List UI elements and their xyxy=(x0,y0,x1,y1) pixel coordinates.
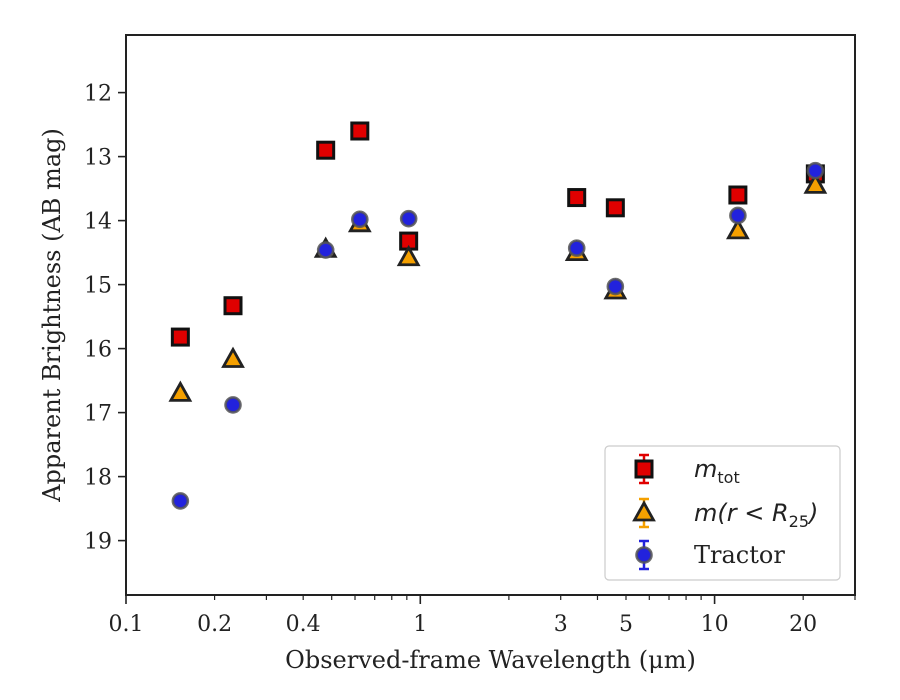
data-point xyxy=(223,296,243,316)
data-point xyxy=(224,396,242,414)
data-point xyxy=(399,209,418,228)
data-point xyxy=(806,161,825,180)
y-axis-label: Apparent Brightness (AB mag) xyxy=(38,128,66,503)
plot-frame xyxy=(125,34,856,596)
data-point xyxy=(168,380,193,402)
x-tick-label: 3 xyxy=(554,612,568,637)
x-tick-label: 5 xyxy=(619,612,633,637)
x-tick-label: 20 xyxy=(789,612,817,637)
plot-area xyxy=(168,121,828,510)
data-point xyxy=(567,239,586,257)
y-tick-label: 12 xyxy=(84,82,112,107)
data-point xyxy=(316,140,336,160)
x-tick-label: 0.4 xyxy=(286,612,321,637)
y-tick-label: 14 xyxy=(84,210,112,235)
series-circle xyxy=(171,161,825,510)
series-square xyxy=(170,121,825,347)
x-tick-label: 0.1 xyxy=(109,612,144,637)
data-point xyxy=(605,198,625,218)
y-tick-label: 17 xyxy=(84,402,112,427)
series-triangle xyxy=(168,172,828,402)
legend-box xyxy=(604,445,841,581)
data-point xyxy=(350,121,370,141)
data-point xyxy=(728,185,748,205)
legend-marker xyxy=(632,500,656,522)
legend-label: mtot xyxy=(694,455,740,487)
data-point xyxy=(729,206,747,225)
data-point xyxy=(567,188,587,208)
y-tick-label: 15 xyxy=(84,274,112,299)
data-point xyxy=(803,172,828,194)
x-tick-label: 0.2 xyxy=(197,612,232,637)
data-point xyxy=(171,492,190,510)
legend-label: Tractor xyxy=(694,541,785,569)
data-point xyxy=(351,210,369,229)
data-point xyxy=(170,327,190,347)
x-tick-label: 1 xyxy=(413,612,427,637)
x-axis-label: Observed-frame Wavelength (μm) xyxy=(285,646,696,674)
x-tick-label: 10 xyxy=(701,612,729,637)
data-point xyxy=(221,346,245,368)
y-axis: 12 13 14 15 16 17 18 19 xyxy=(84,82,126,555)
data-point xyxy=(316,241,335,259)
y-tick-label: 13 xyxy=(84,146,112,171)
y-tick-label: 18 xyxy=(84,466,112,491)
data-point xyxy=(726,217,750,240)
legend-label: m(r < R25) xyxy=(694,499,818,531)
x-axis: 0.1 0.2 0.4 1 3 5 10 20 xyxy=(109,595,856,637)
legend-marker xyxy=(635,546,653,564)
legend: mtot m(r < R25) Tractor xyxy=(604,445,841,581)
data-point xyxy=(396,244,421,267)
y-tick-label: 16 xyxy=(84,338,112,363)
y-tick-label: 19 xyxy=(84,530,112,555)
legend-marker xyxy=(634,459,654,479)
data-point xyxy=(606,277,625,296)
